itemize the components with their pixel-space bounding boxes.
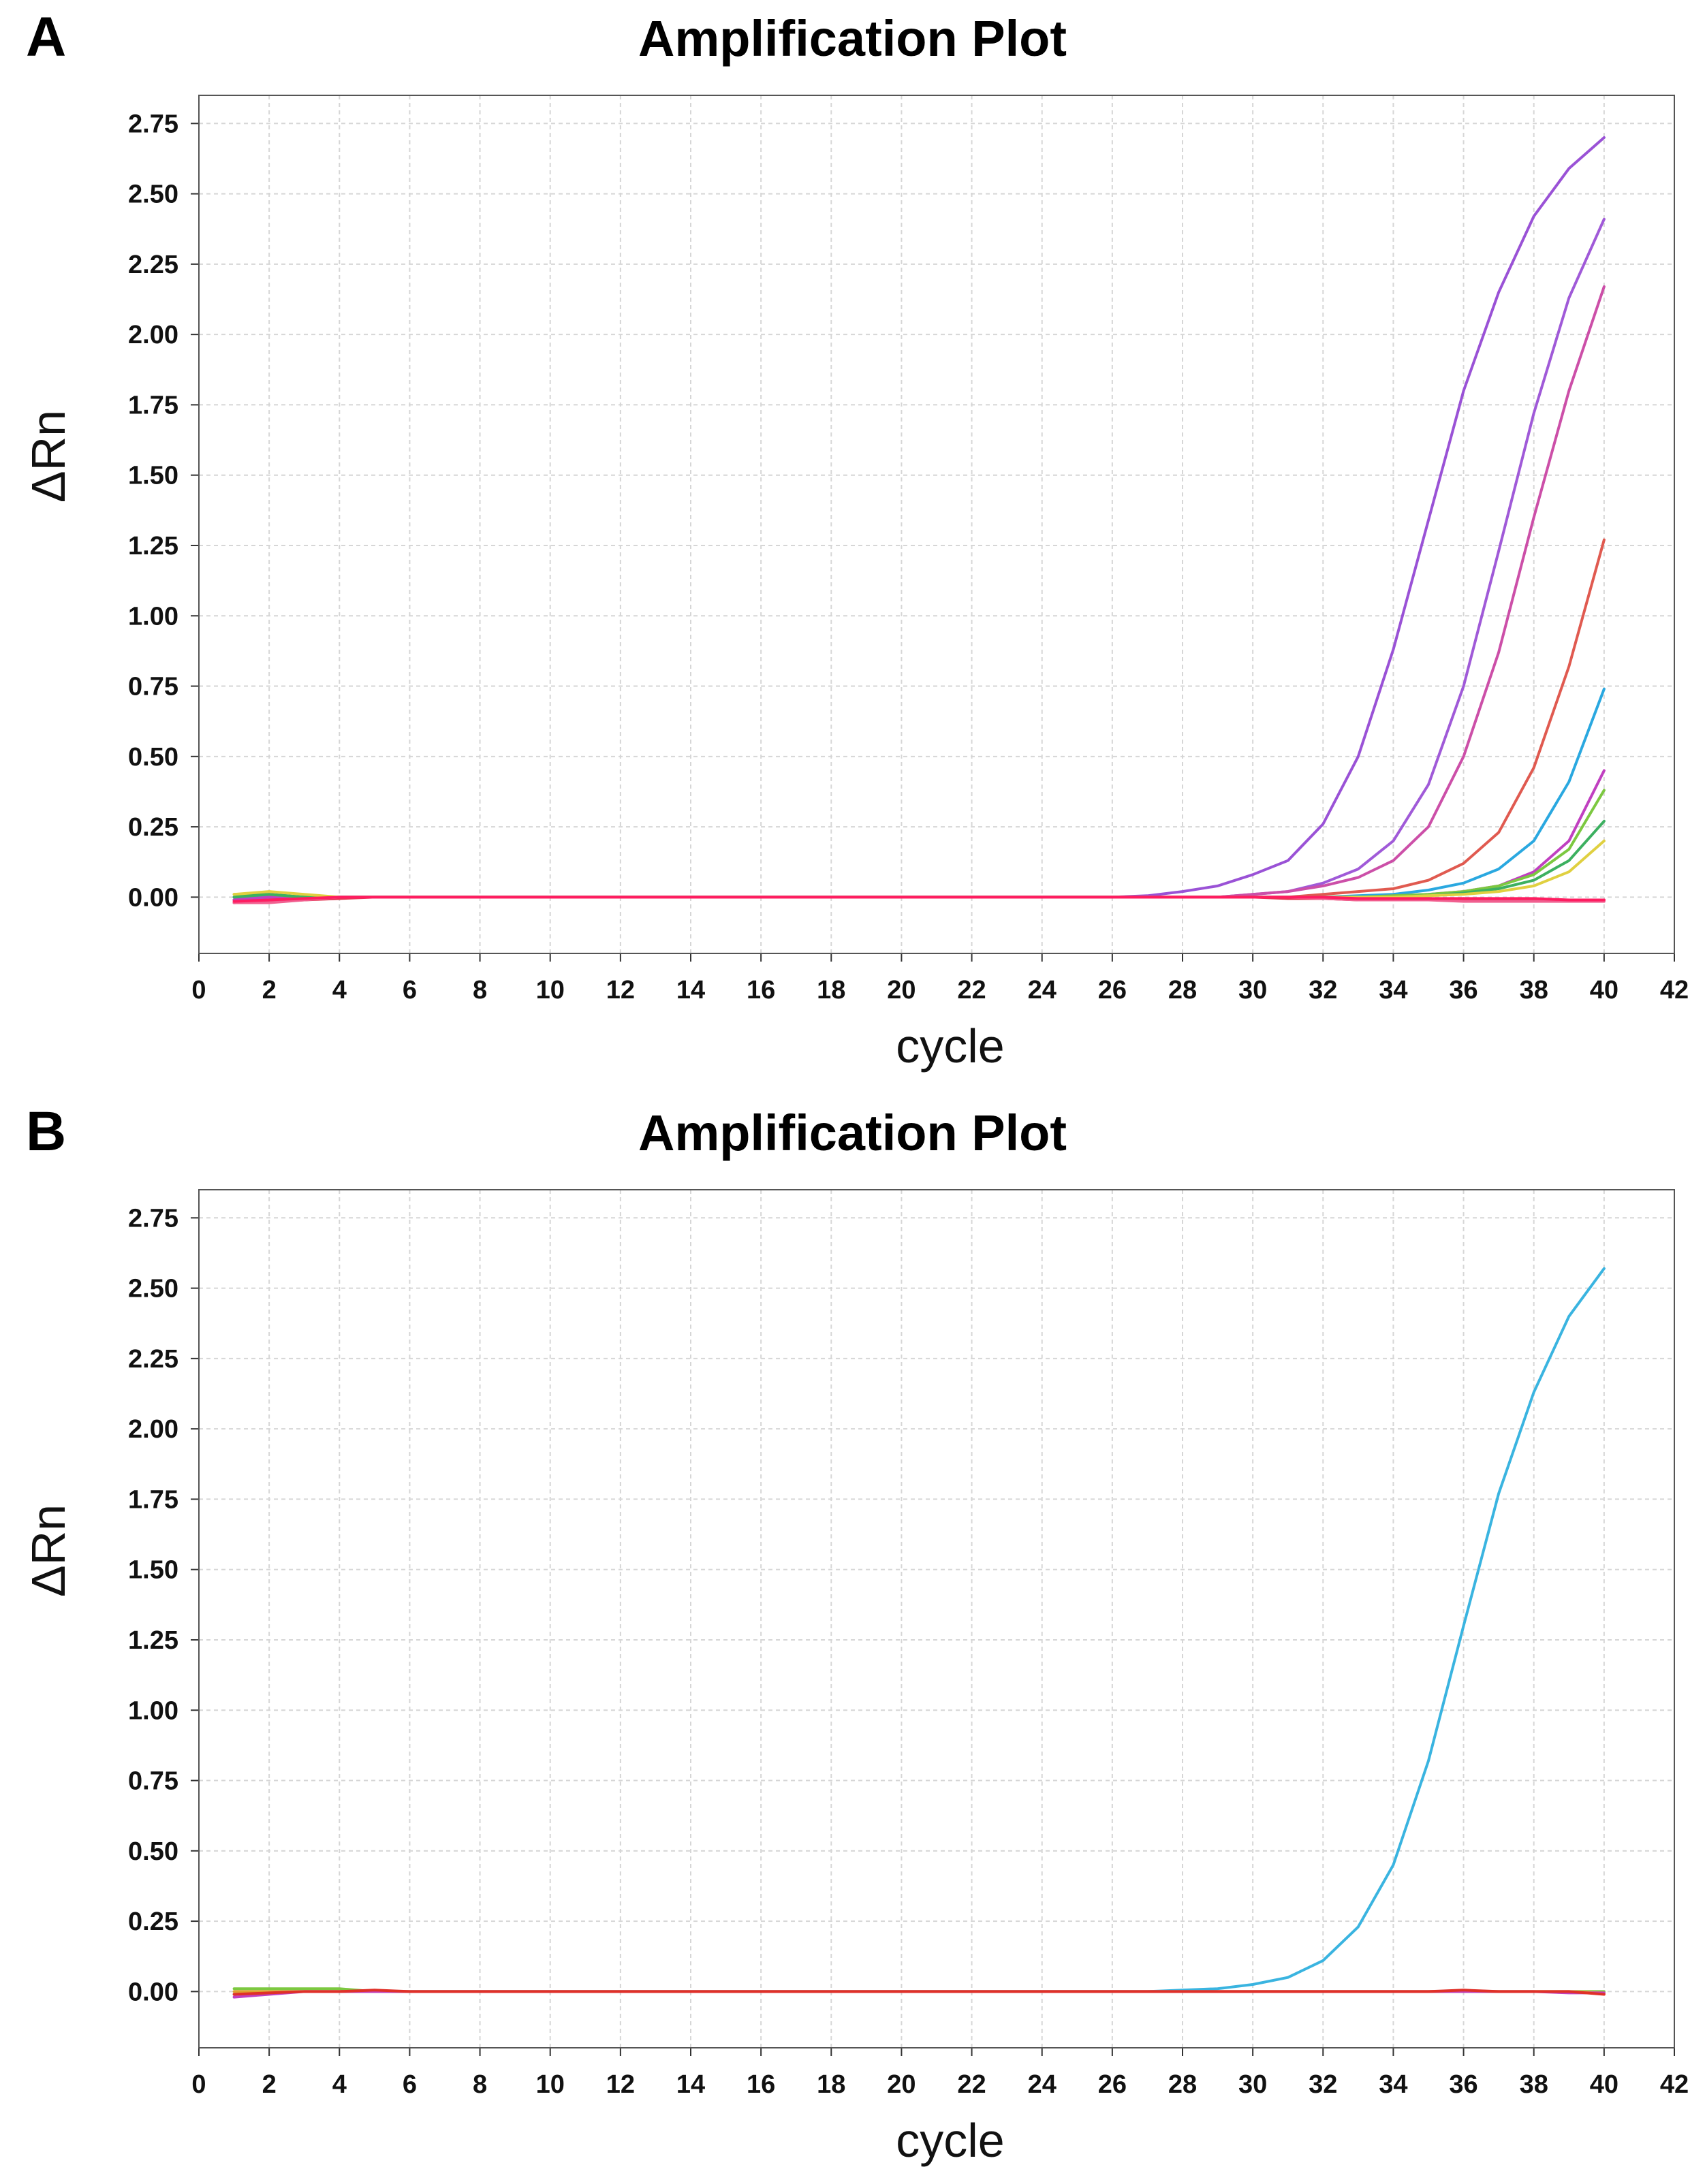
chart-b-title: Amplification Plot (638, 1105, 1067, 1161)
x-tick-label: 30 (1238, 2070, 1267, 2099)
x-tick-label: 12 (606, 2070, 635, 2099)
x-tick-label: 20 (887, 2070, 916, 2099)
y-tick-label: 1.00 (128, 1696, 178, 1725)
plot-frame (198, 1189, 1675, 2048)
y-tick-label: 1.50 (128, 1556, 178, 1585)
x-tick-label: 26 (1098, 976, 1127, 1004)
x-axis-title: cycle (896, 2114, 1004, 2167)
y-tick-label: 2.50 (128, 180, 178, 209)
chart-b-plot: 0 2 4 6 8 10 12 14 16 18 20 22 24 26 28 30 32 34 36 38 40 420… (22, 1189, 1689, 2167)
x-tick-label: 36 (1449, 2070, 1477, 2099)
panel-a: A Amplification Plot 0 2 4 6 8 10 12 14 16 18 20 22… (0, 0, 1705, 1090)
x-tick-label: 4 (332, 976, 347, 1004)
y-tick-label: 0.50 (128, 1837, 178, 1866)
y-tick-label: 2.25 (128, 1345, 178, 1374)
y-tick-label: 2.75 (128, 110, 178, 138)
x-tick-label: 20 (887, 976, 916, 1004)
y-tick-label: 0.75 (128, 1767, 178, 1796)
x-tick-label: 6 (403, 2070, 417, 2099)
x-tick-label: 2 (262, 976, 277, 1004)
x-tick-label: 18 (817, 2070, 845, 2099)
plot-area (199, 1190, 1674, 2048)
x-tick-label: 40 (1590, 976, 1618, 1004)
x-tick-label: 0 (191, 2070, 206, 2099)
y-tick-label: 2.75 (128, 1204, 178, 1233)
x-tick-label: 42 (1660, 2070, 1689, 2099)
y-tick-label: 1.75 (128, 391, 178, 420)
y-tick-label: 0.25 (128, 1908, 178, 1936)
panel-b: B Amplification Plot 0 2 4 6 8 10 12 14 16 18 20 22… (0, 1094, 1705, 2184)
y-tick-label: 0.00 (128, 883, 178, 912)
y-tick-label: 1.25 (128, 532, 178, 560)
x-tick-label: 42 (1660, 976, 1689, 1004)
y-axis-title: ΔRn (22, 1504, 75, 1597)
x-tick-label: 0 (191, 976, 206, 1004)
x-tick-label: 36 (1449, 976, 1477, 1004)
y-tick-label: 1.50 (128, 462, 178, 490)
x-tick-label: 32 (1309, 976, 1337, 1004)
series-line-curve-12 (232, 896, 1606, 903)
x-tick-label: 8 (473, 2070, 487, 2099)
chart-a-title: Amplification Plot (638, 10, 1067, 67)
y-tick-label: 0.50 (128, 743, 178, 772)
x-tick-label: 30 (1238, 976, 1267, 1004)
chart-a-plot: 0 2 4 6 8 10 12 14 16 18 20 22 24 26 28 30 32 34 36 38 40 420… (22, 95, 1689, 1073)
x-tick-label: 24 (1028, 976, 1057, 1004)
x-tick-label: 10 (536, 976, 565, 1004)
x-tick-label: 38 (1520, 2070, 1548, 2099)
plot-area (199, 95, 1674, 953)
x-tick-label: 34 (1379, 2070, 1407, 2099)
x-tick-label: 8 (473, 976, 487, 1004)
y-tick-label: 0.25 (128, 813, 178, 842)
x-tick-label: 32 (1309, 2070, 1337, 2099)
panel-a-letter: A (26, 6, 67, 68)
x-tick-label: 16 (747, 2070, 775, 2099)
x-tick-label: 26 (1098, 2070, 1127, 2099)
y-axis-title: ΔRn (22, 410, 75, 503)
panel-b-letter: B (26, 1101, 67, 1162)
y-tick-label: 0.00 (128, 1978, 178, 2006)
y-tick-label: 1.75 (128, 1485, 178, 1514)
x-tick-label: 18 (817, 976, 845, 1004)
x-tick-label: 34 (1379, 976, 1407, 1004)
x-tick-label: 14 (676, 976, 705, 1004)
y-tick-label: 0.75 (128, 673, 178, 701)
y-tick-label: 2.00 (128, 1415, 178, 1444)
x-tick-label: 16 (747, 976, 775, 1004)
y-tick-label: 2.00 (128, 321, 178, 349)
x-tick-label: 40 (1590, 2070, 1618, 2099)
series-line-curve-5 (232, 1989, 1606, 1996)
x-tick-label: 24 (1028, 2070, 1057, 2099)
x-tick-label: 2 (262, 2070, 277, 2099)
x-tick-label: 4 (332, 2070, 347, 2099)
x-tick-label: 6 (403, 976, 417, 1004)
x-tick-label: 28 (1168, 976, 1197, 1004)
x-tick-label: 22 (957, 976, 986, 1004)
x-tick-label: 12 (606, 976, 635, 1004)
x-tick-label: 28 (1168, 2070, 1197, 2099)
y-tick-label: 2.50 (128, 1275, 178, 1303)
y-tick-label: 1.00 (128, 602, 178, 631)
plot-frame (198, 95, 1675, 954)
x-tick-label: 22 (957, 2070, 986, 2099)
x-axis-title: cycle (896, 1019, 1004, 1073)
y-tick-label: 1.25 (128, 1626, 178, 1655)
x-tick-label: 14 (676, 2070, 705, 2099)
y-tick-label: 2.25 (128, 251, 178, 279)
x-tick-label: 10 (536, 2070, 565, 2099)
x-tick-label: 38 (1520, 976, 1548, 1004)
